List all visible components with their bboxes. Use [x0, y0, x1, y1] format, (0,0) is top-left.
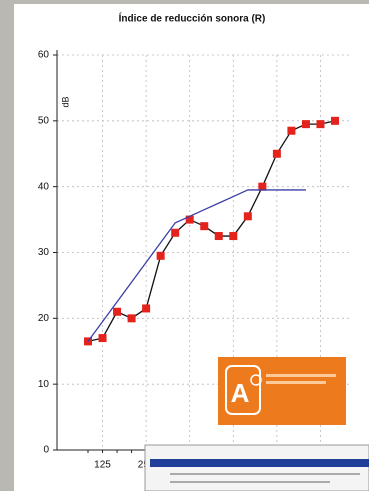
- data-point: [156, 251, 165, 260]
- y-tick-label: 10: [38, 379, 50, 390]
- y-tick-label: 40: [38, 181, 50, 192]
- overlays: A: [144, 357, 369, 491]
- data-point: [214, 232, 223, 241]
- data-point: [113, 307, 122, 316]
- badge-frame: [225, 365, 261, 415]
- document-header-bar: [150, 459, 369, 467]
- y-axis-label: dB: [60, 96, 70, 107]
- plot-area: 0102030405060125250: [38, 50, 350, 471]
- data-point: [316, 120, 325, 129]
- data-point: [229, 232, 238, 241]
- data-point: [171, 228, 180, 237]
- data-point: [243, 212, 252, 221]
- badge-text-line: [266, 374, 336, 377]
- document-text-line: [170, 473, 360, 475]
- chart-title: Índice de reducción sonora (R): [119, 12, 266, 25]
- data-point: [98, 334, 107, 343]
- data-point: [272, 149, 281, 158]
- badge-plus: [250, 374, 262, 386]
- y-tick-label: 20: [38, 313, 50, 324]
- data-point: [142, 304, 151, 313]
- data-point: [127, 314, 136, 323]
- series-line: [87, 189, 306, 342]
- data-point: [331, 116, 339, 125]
- data-point: [287, 126, 296, 135]
- data-point: [185, 215, 194, 224]
- badge-text-line: [266, 381, 326, 384]
- data-point: [200, 222, 209, 231]
- document-text-line: [170, 481, 330, 483]
- y-tick-label: 60: [38, 50, 50, 61]
- y-tick-label: 30: [38, 247, 50, 258]
- badge-letter: A: [231, 378, 250, 408]
- y-tick-label: 0: [43, 445, 49, 456]
- data-point: [258, 182, 267, 191]
- x-tick-label: 125: [94, 460, 111, 471]
- y-tick-label: 50: [38, 115, 50, 126]
- document-overlay: [144, 444, 369, 491]
- data-point: [301, 120, 310, 129]
